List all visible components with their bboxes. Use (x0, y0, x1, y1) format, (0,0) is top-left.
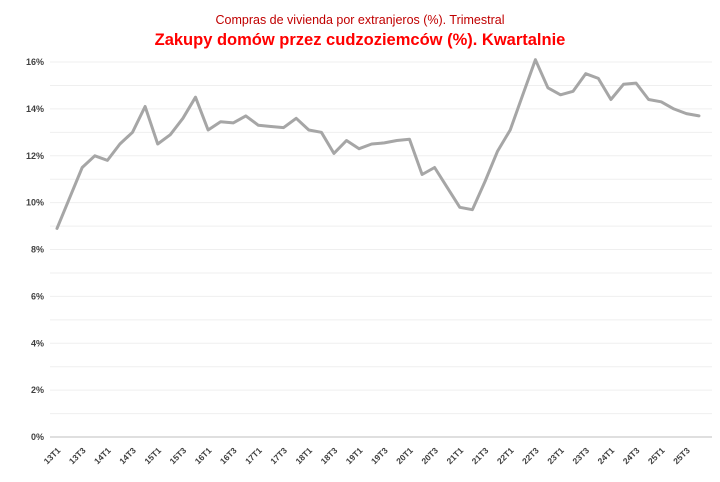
x-axis-labels: 13T1 13T3 14T1 14T3 15T1 15T3 16T1 16T3 17T1 17T3… (42, 445, 692, 466)
x-tick-label: 17T3 (268, 445, 289, 466)
chart-subtitle-es: Compras de vivienda por extranjeros (%).… (215, 13, 505, 27)
svg-text:17T1: 17T1 (243, 445, 264, 466)
x-tick-label: 20T1 (394, 445, 415, 466)
svg-text:19T1: 19T1 (344, 445, 365, 466)
x-tick-label: 23T3 (570, 445, 591, 466)
x-tick-label: 18T3 (319, 445, 340, 466)
svg-text:19T3: 19T3 (369, 445, 390, 466)
svg-text:14T3: 14T3 (117, 445, 138, 466)
x-tick-label: 13T1 (42, 445, 63, 466)
svg-text:16T1: 16T1 (193, 445, 214, 466)
svg-text:22T1: 22T1 (495, 445, 516, 466)
x-tick-label: 15T3 (168, 445, 189, 466)
chart-title-pl: Zakupy domów przez cudzoziemców (%). Kwa… (154, 31, 566, 49)
x-tick-label: 15T1 (142, 445, 163, 466)
y-tick-label: 2% (31, 385, 44, 395)
svg-text:23T3: 23T3 (570, 445, 591, 466)
x-tick-label: 23T1 (545, 445, 566, 466)
x-tick-label: 17T1 (243, 445, 264, 466)
svg-text:21T1: 21T1 (444, 445, 465, 466)
x-tick-label: 19T3 (369, 445, 390, 466)
x-tick-label: 18T1 (293, 445, 314, 466)
y-tick-label: 4% (31, 338, 44, 348)
svg-text:16T3: 16T3 (218, 445, 239, 466)
svg-text:13T1: 13T1 (42, 445, 63, 466)
svg-text:20T1: 20T1 (394, 445, 415, 466)
svg-text:14T1: 14T1 (92, 445, 113, 466)
svg-text:24T1: 24T1 (596, 445, 617, 466)
svg-text:17T3: 17T3 (268, 445, 289, 466)
y-tick-label: 0% (31, 432, 44, 442)
x-tick-label: 22T3 (520, 445, 541, 466)
svg-text:18T3: 18T3 (319, 445, 340, 466)
svg-text:15T3: 15T3 (168, 445, 189, 466)
data-line-foreign-purchases (55, 58, 701, 230)
x-tick-label: 21T3 (470, 445, 491, 466)
y-tick-label: 6% (31, 291, 44, 301)
svg-text:24T3: 24T3 (621, 445, 642, 466)
x-tick-label: 16T1 (193, 445, 214, 466)
x-tick-label: 16T3 (218, 445, 239, 466)
x-tick-label: 19T1 (344, 445, 365, 466)
svg-text:22T3: 22T3 (520, 445, 541, 466)
svg-text:21T3: 21T3 (470, 445, 491, 466)
y-tick-label: 14% (26, 104, 44, 114)
x-tick-label: 22T1 (495, 445, 516, 466)
svg-text:15T1: 15T1 (142, 445, 163, 466)
svg-text:25T1: 25T1 (646, 445, 667, 466)
x-tick-label: 24T1 (596, 445, 617, 466)
y-tick-label: 12% (26, 151, 44, 161)
y-tick-label: 10% (26, 198, 44, 208)
x-tick-label: 13T3 (67, 445, 88, 466)
x-tick-label: 20T3 (419, 445, 440, 466)
x-tick-label: 25T1 (646, 445, 667, 466)
x-tick-label: 24T3 (621, 445, 642, 466)
svg-text:18T1: 18T1 (293, 445, 314, 466)
y-tick-label: 16% (26, 57, 44, 67)
svg-text:13T3: 13T3 (67, 445, 88, 466)
y-axis-labels: 0% 2% 4% 6% 8% 10% 12% 14% 16% (26, 57, 44, 442)
x-tick-label: 14T3 (117, 445, 138, 466)
x-tick-label: 14T1 (92, 445, 113, 466)
svg-text:25T3: 25T3 (671, 445, 692, 466)
x-tick-label: 25T3 (671, 445, 692, 466)
svg-text:23T1: 23T1 (545, 445, 566, 466)
x-tick-label: 21T1 (444, 445, 465, 466)
svg-text:20T3: 20T3 (419, 445, 440, 466)
y-tick-label: 8% (31, 245, 44, 255)
